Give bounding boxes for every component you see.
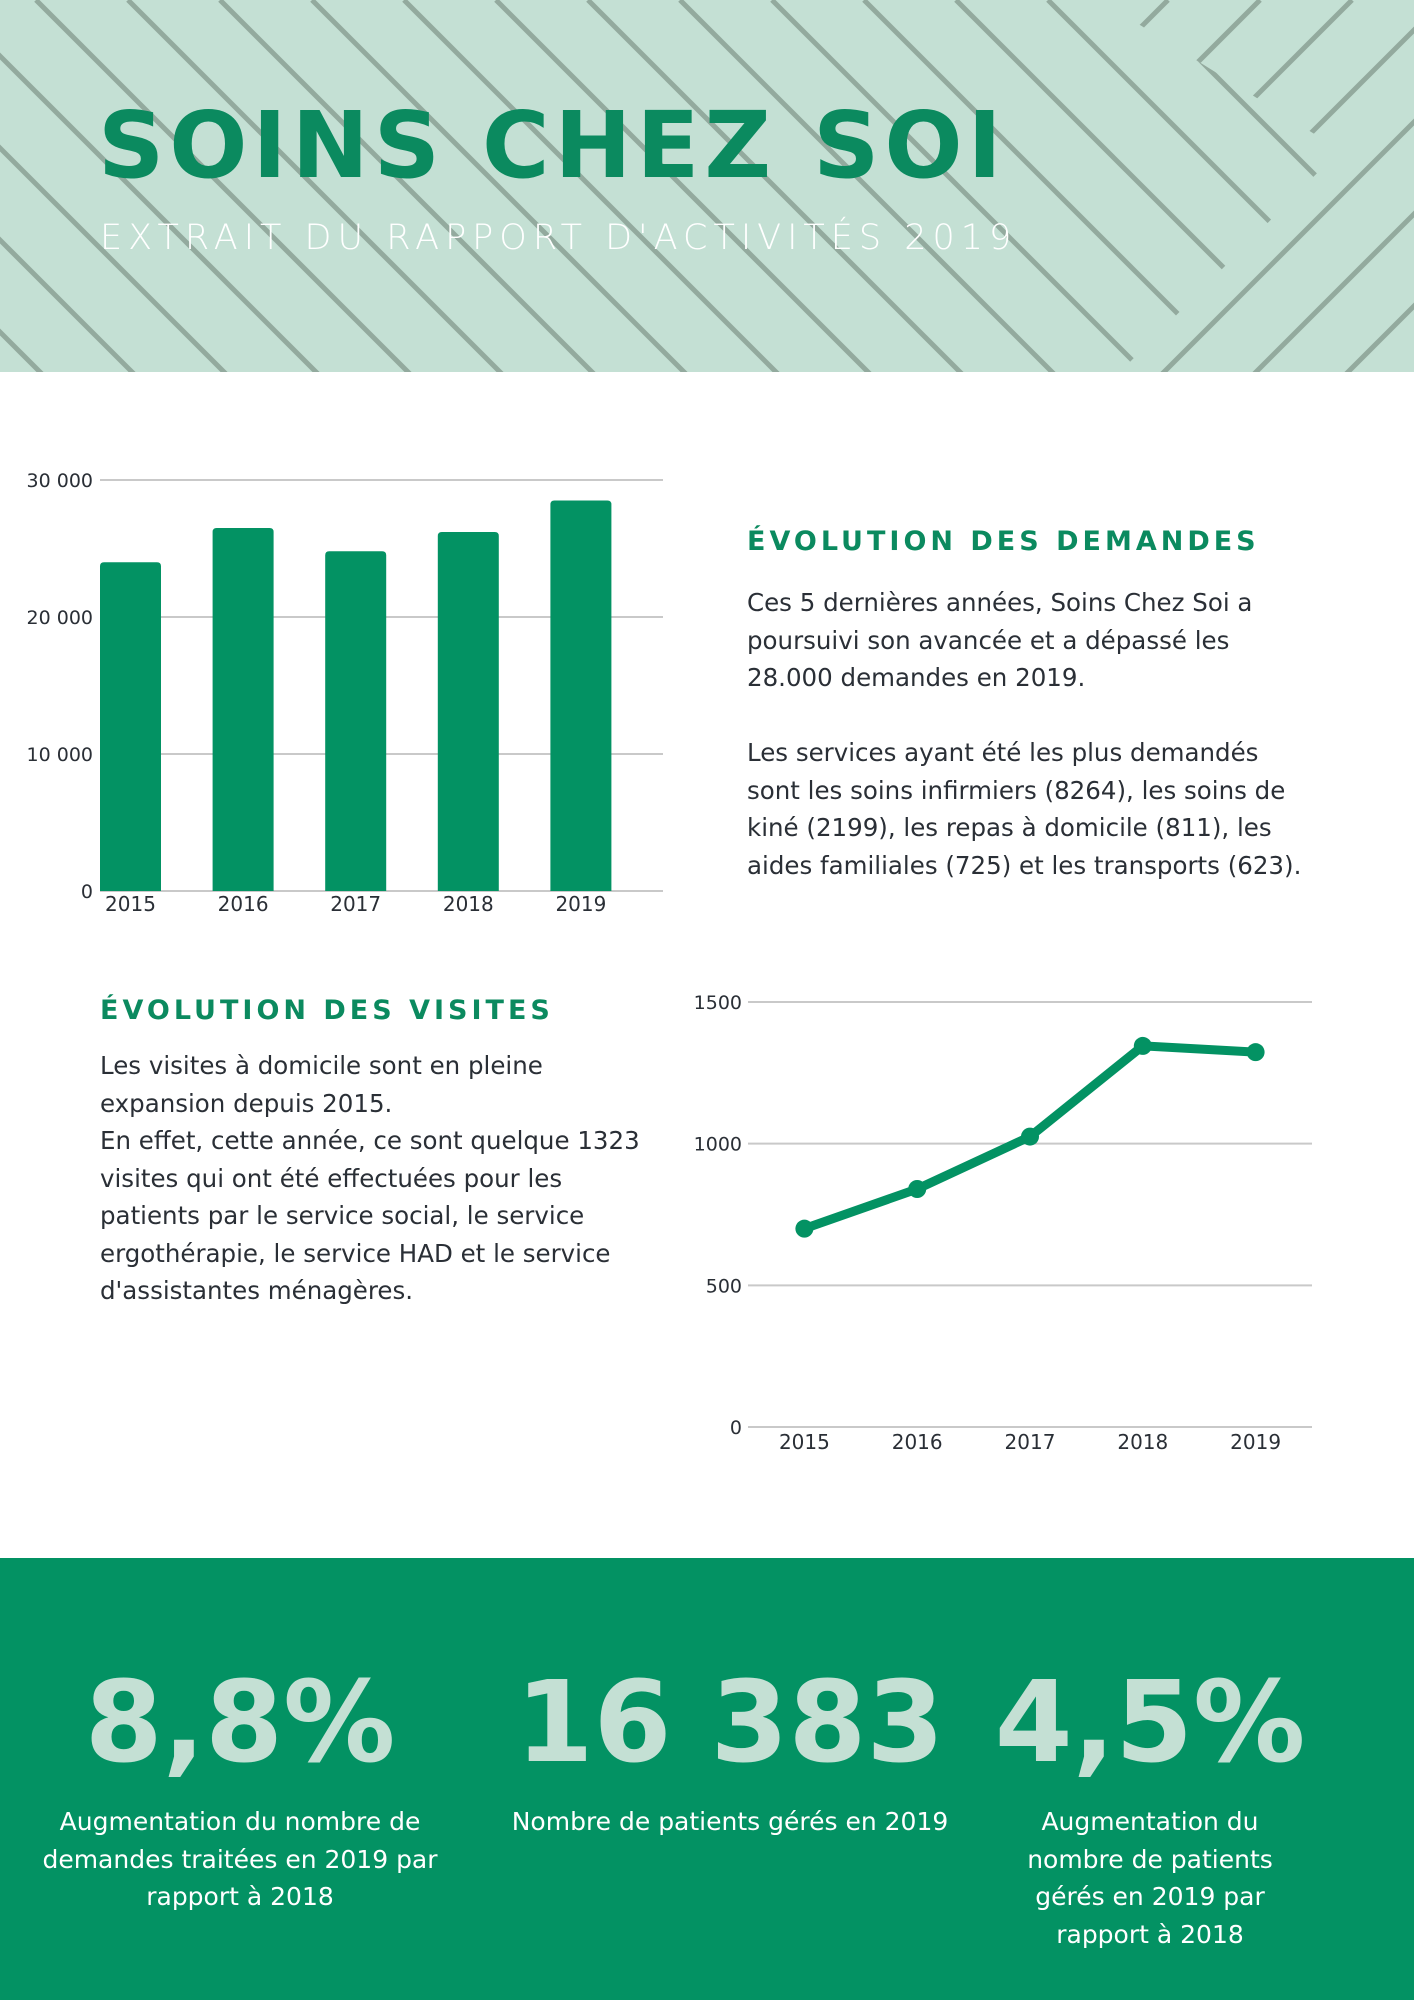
- visites-line-chart: 0 500 1000 1500 2015 2016 2017 2018 2019: [694, 992, 1312, 1454]
- y-tick-label: 1000: [694, 1134, 742, 1156]
- stripe-line: [402, 0, 780, 372]
- visites-paragraph-1: Les visites à domicile sont en pleine ex…: [100, 1051, 543, 1118]
- stripe-line: [0, 144, 228, 372]
- bar-2016: [212, 527, 274, 891]
- point-2016: [908, 1180, 927, 1198]
- stats-band: 8,8% Augmentation du nombre de demandes …: [0, 1558, 1414, 2000]
- stripe-line: [586, 0, 964, 372]
- header-banner: SOINS CHEZ SOI EXTRAIT DU RAPPORT D'ACTI…: [0, 0, 1414, 372]
- y-tick-label: 20 000: [27, 607, 93, 629]
- x-tick-label: 2019: [555, 892, 606, 916]
- x-tick-label: 2018: [443, 892, 494, 916]
- y-tick-label: 0: [81, 881, 93, 903]
- point-2018: [1133, 1036, 1152, 1055]
- x-tick-label: 2015: [779, 1430, 830, 1454]
- stripe-line: [310, 0, 688, 372]
- demandes-heading: ÉVOLUTION DES DEMANDES: [747, 526, 1260, 557]
- demandes-paragraph-2: Les services ayant été les plus demandés…: [747, 738, 1302, 880]
- stripe-line: [126, 0, 504, 372]
- stripe-line: [218, 0, 596, 372]
- x-tick-label: 2016: [218, 892, 269, 916]
- stat-desc-patients: Nombre de patients gérés en 2019: [511, 1807, 949, 1836]
- point-2017: [1021, 1127, 1039, 1146]
- bar-2019: [550, 500, 612, 891]
- y-tick-label: 500: [706, 1275, 742, 1297]
- x-tick-label: 2016: [892, 1430, 943, 1454]
- point-2019: [1246, 1043, 1265, 1062]
- stripe-line: [0, 328, 44, 372]
- y-tick-label: 0: [730, 1417, 742, 1439]
- stat-desc-croissance: Augmentation du nombre de patients gérés…: [1027, 1807, 1273, 1949]
- stripe-line: [0, 52, 320, 372]
- x-tick-label: 2017: [330, 892, 381, 916]
- page-title: SOINS CHEZ SOI: [98, 92, 1007, 199]
- stripe-line: [34, 0, 412, 372]
- y-tick-label: 1500: [694, 992, 742, 1014]
- y-tick-label: 10 000: [27, 744, 93, 766]
- point-2015: [795, 1219, 814, 1238]
- stripe-line: [1104, 0, 1414, 372]
- x-tick-label: 2017: [1005, 1430, 1056, 1454]
- stripe-line: [1196, 0, 1414, 372]
- stat-desc-demandes: Augmentation du nombre de demandes trait…: [42, 1807, 438, 1911]
- stripe-line: [770, 0, 1148, 372]
- bar-2018: [437, 532, 499, 891]
- visites-heading: ÉVOLUTION DES VISITES: [100, 995, 554, 1026]
- visites-paragraph-2: En effet, cette année, ce sont quelque 1…: [100, 1126, 640, 1305]
- x-tick-label: 2018: [1117, 1430, 1168, 1454]
- stripe-line: [494, 0, 872, 372]
- bar-2015: [100, 562, 161, 891]
- x-tick-label: 2019: [1230, 1430, 1281, 1454]
- stat-value-demandes: 8,8%: [84, 1658, 396, 1788]
- stat-value-patients: 16 383: [515, 1658, 945, 1788]
- stripe-line: [1288, 0, 1414, 372]
- stat-value-croissance: 4,5%: [994, 1658, 1306, 1788]
- stripe-line: [0, 236, 136, 372]
- stripe-line: [678, 0, 1056, 372]
- bar-2017: [325, 551, 387, 891]
- demandes-paragraph-1: Ces 5 dernières années, Soins Chez Soi a…: [747, 588, 1253, 692]
- y-tick-label: 30 000: [27, 470, 93, 492]
- demandes-bar-chart: 0 10 000 20 000 30 000 2015 2016 2017 2018 2019: [27, 470, 663, 916]
- x-tick-label: 2015: [105, 892, 156, 916]
- page-subtitle: EXTRAIT DU RAPPORT D'ACTIVITÉS 2019: [100, 218, 1018, 258]
- diagonal-stripes-pattern: [0, 0, 1414, 372]
